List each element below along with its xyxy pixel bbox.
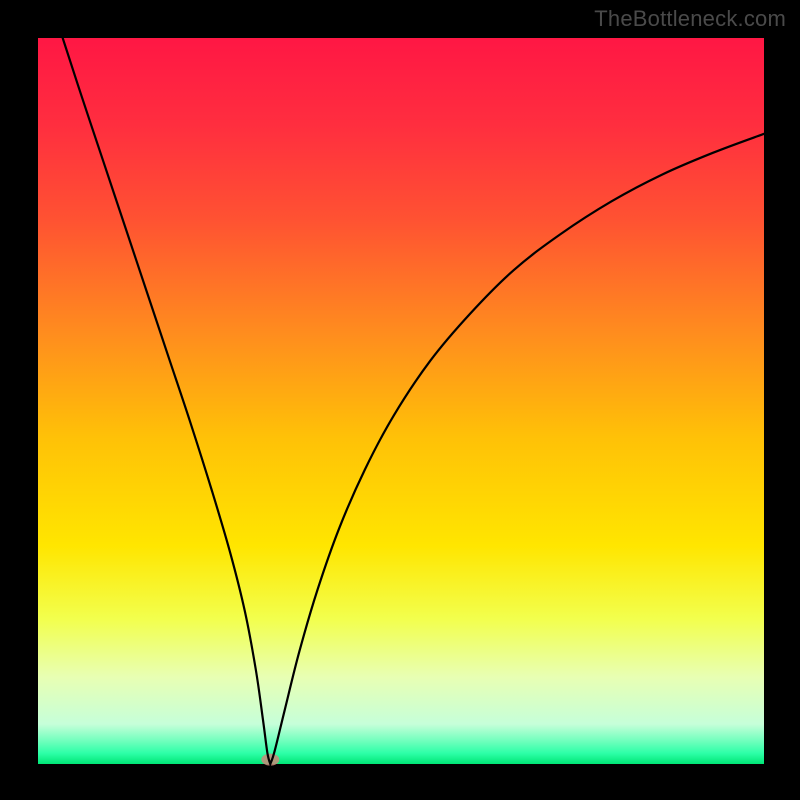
bottleneck-chart	[0, 0, 800, 800]
plot-background	[38, 38, 764, 764]
watermark-text: TheBottleneck.com	[594, 6, 786, 32]
